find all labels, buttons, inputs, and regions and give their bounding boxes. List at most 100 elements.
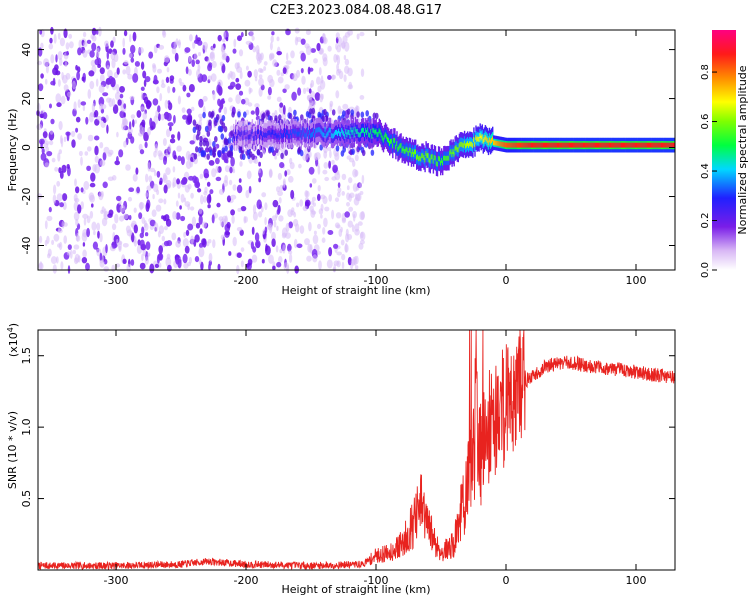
- noise-blob: [195, 34, 198, 44]
- noise-blob: [249, 29, 254, 38]
- noise-blob: [166, 253, 171, 260]
- noise-blob: [285, 222, 290, 233]
- noise-blob: [111, 58, 116, 69]
- ridge-core: [583, 142, 585, 148]
- noise-blob: [223, 126, 228, 133]
- noise-blob: [94, 145, 99, 156]
- noise-blob: [213, 146, 217, 153]
- noise-blob: [40, 152, 47, 161]
- noise-blob: [359, 211, 365, 221]
- ridge-core: [639, 142, 641, 148]
- spectrogram-x-tick-label: -100: [364, 274, 389, 287]
- noise-blob: [277, 190, 283, 197]
- ridge-core: [398, 145, 400, 151]
- noise-blob: [278, 256, 283, 263]
- ridge-core: [296, 132, 298, 138]
- ridge-core: [382, 137, 385, 143]
- ridge-core: [567, 142, 570, 148]
- ridge-core: [544, 142, 546, 148]
- noise-blob: [94, 58, 100, 66]
- ridge-core: [450, 149, 452, 154]
- noise-blob: [189, 140, 195, 145]
- noise-blob: [359, 182, 362, 189]
- noise-blob: [87, 146, 92, 152]
- noise-blob: [229, 70, 233, 78]
- ridge-core: [582, 142, 584, 148]
- ridge-core: [376, 132, 378, 138]
- noise-blob: [110, 40, 114, 48]
- noise-blob: [323, 108, 327, 116]
- noise-blob: [44, 78, 48, 85]
- noise-blob: [77, 133, 82, 140]
- noise-blob: [59, 170, 64, 179]
- noise-blob: [100, 209, 104, 214]
- noise-blob: [278, 197, 282, 204]
- ridge-core: [390, 139, 392, 144]
- noise-blob: [230, 156, 235, 167]
- noise-blob: [300, 38, 306, 45]
- noise-blob: [307, 66, 311, 75]
- noise-blob: [173, 154, 177, 160]
- ridge-core: [489, 139, 492, 145]
- noise-blob: [282, 180, 286, 189]
- noise-blob: [288, 250, 293, 255]
- noise-blob: [194, 256, 200, 263]
- ridge-core: [396, 141, 398, 146]
- ridge-core: [256, 129, 259, 135]
- ridge-core: [440, 160, 442, 166]
- spectrogram-y-tick-label: 0: [20, 144, 33, 151]
- noise-blob: [327, 45, 332, 52]
- noise-blob: [69, 41, 74, 49]
- noise-blob: [205, 147, 210, 153]
- noise-blob: [183, 262, 189, 269]
- noise-blob: [322, 227, 326, 235]
- noise-blob: [152, 194, 155, 200]
- ridge-core: [363, 127, 365, 133]
- noise-blob: [280, 146, 286, 153]
- ridge-core: [285, 132, 287, 138]
- noise-blob: [126, 263, 131, 273]
- noise-blob: [238, 90, 244, 96]
- noise-blob: [270, 35, 274, 43]
- noise-blob: [130, 57, 135, 63]
- noise-blob: [279, 248, 283, 254]
- noise-blob: [185, 66, 189, 75]
- ridge-core: [392, 143, 394, 149]
- ridge-core: [423, 155, 425, 160]
- snr-y-multiplier-base: (x10: [7, 332, 20, 357]
- noise-blob: [71, 139, 76, 148]
- noise-blob: [346, 185, 350, 191]
- ridge-core: [407, 151, 410, 156]
- noise-blob: [55, 93, 62, 103]
- ridge-core: [380, 132, 383, 138]
- noise-blob: [58, 167, 62, 174]
- noise-blob: [220, 234, 225, 240]
- noise-blob: [57, 51, 63, 60]
- ridge-core: [492, 136, 494, 142]
- ridge-core: [513, 142, 516, 148]
- ridge-core: [529, 142, 531, 148]
- ridge-core: [453, 151, 455, 157]
- ridge-core: [554, 142, 556, 148]
- noise-blob: [41, 148, 45, 154]
- noise-blob: [195, 222, 201, 229]
- noise-blob: [337, 182, 341, 189]
- ridge-core: [656, 142, 658, 148]
- ridge-core: [531, 142, 533, 148]
- noise-blob: [91, 203, 94, 208]
- noise-blob: [66, 91, 72, 98]
- ridge-core: [653, 142, 655, 148]
- ridge-core: [308, 130, 311, 135]
- noise-blob: [300, 68, 304, 74]
- noise-blob: [144, 76, 151, 83]
- noise-blob: [350, 142, 355, 149]
- ridge-core: [533, 142, 535, 148]
- noise-blob: [263, 61, 268, 66]
- noise-blob: [132, 31, 137, 42]
- ridge-core: [259, 134, 261, 140]
- ridge-core: [404, 148, 406, 154]
- snr-x-tick-label: -300: [104, 574, 129, 587]
- noise-blob: [82, 49, 88, 58]
- noise-blob: [299, 225, 305, 234]
